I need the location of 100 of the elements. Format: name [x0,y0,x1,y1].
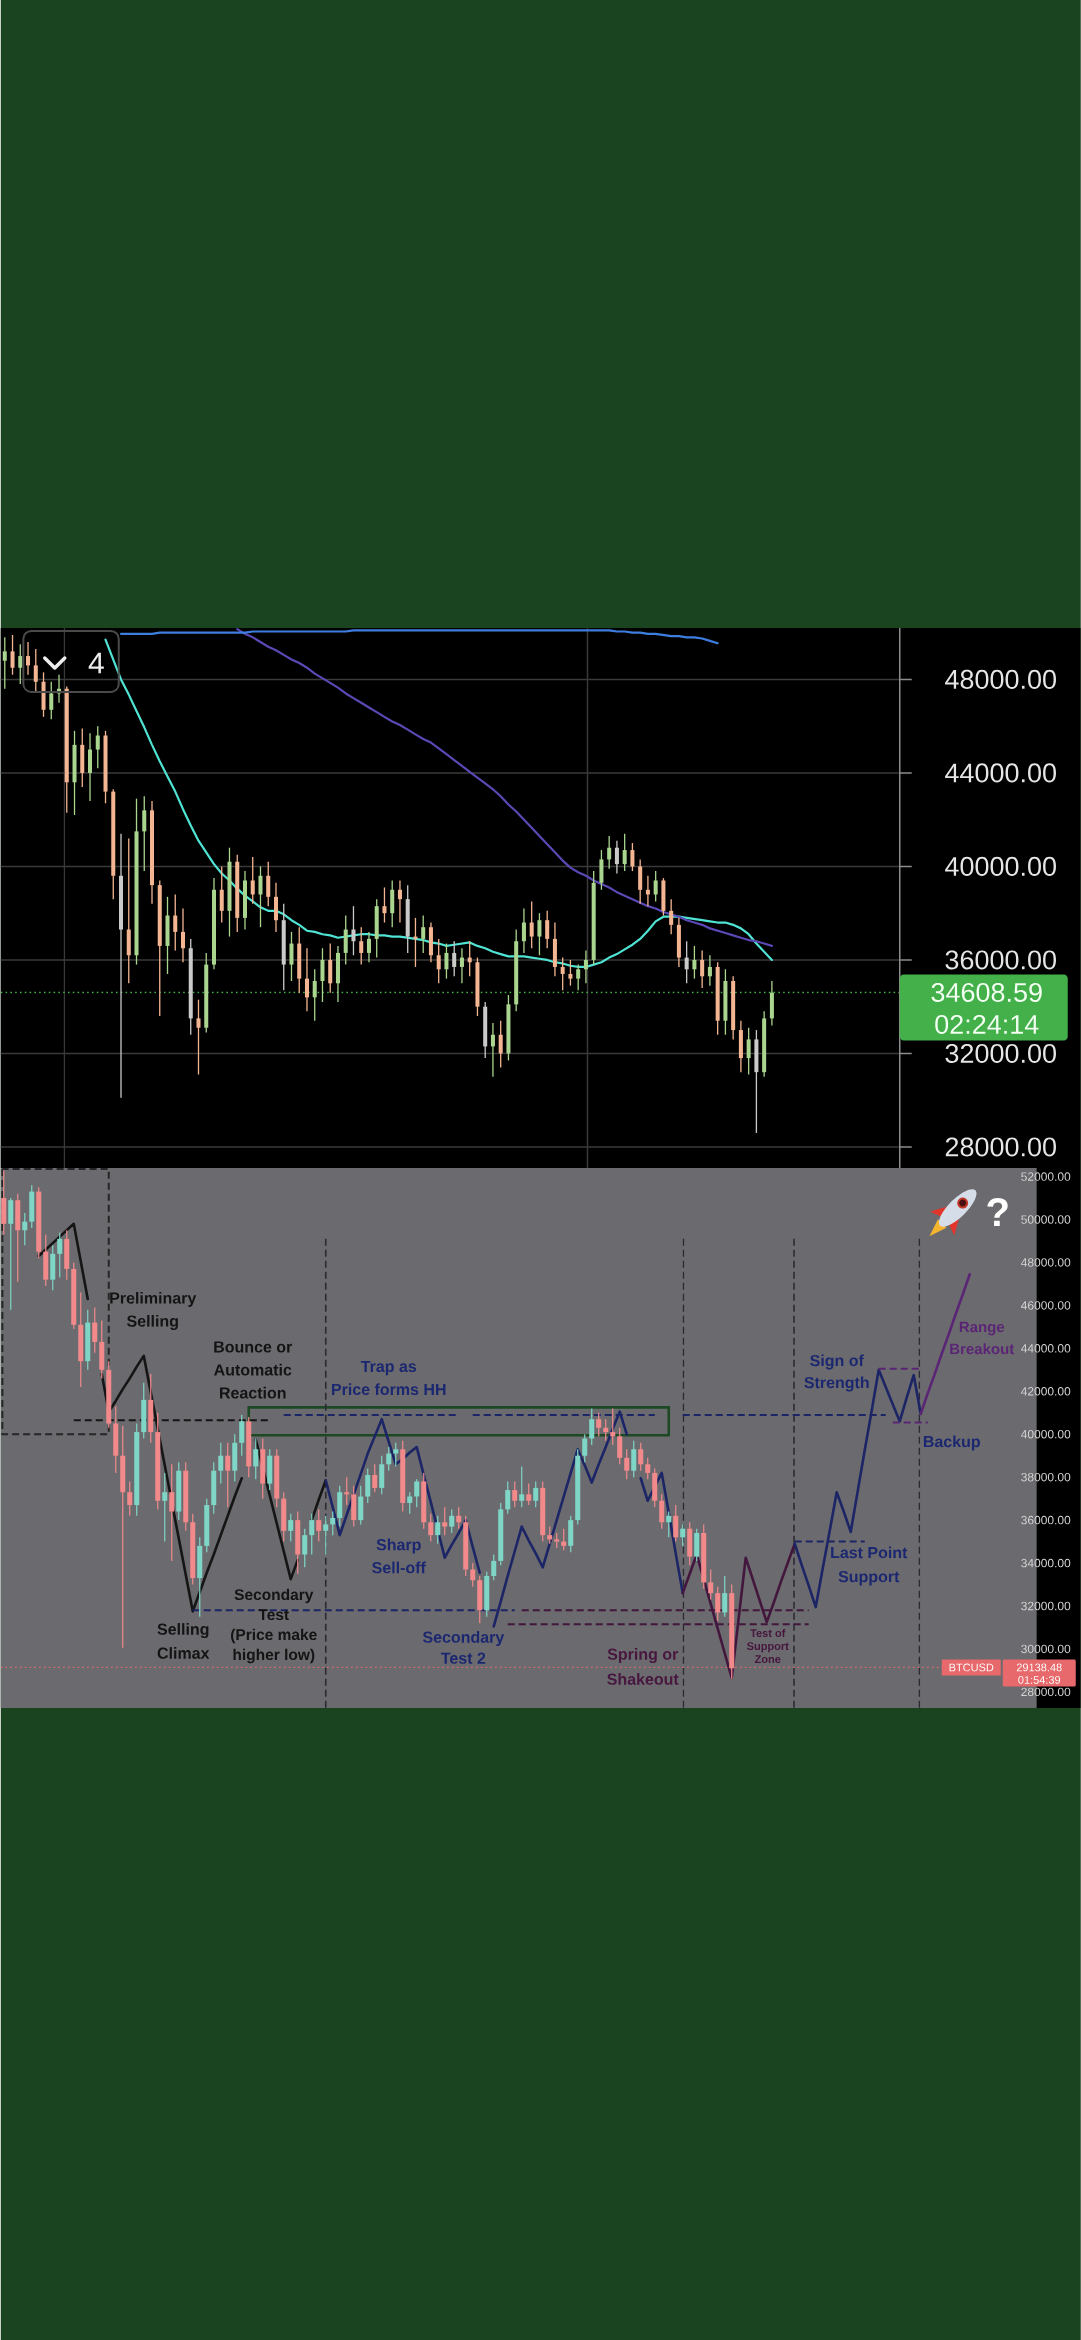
y-tick-label: 32000.00 [1021,1601,1071,1611]
candlestick [367,931,372,963]
candlestick [18,643,23,685]
candlestick [289,931,294,982]
annotation: Sign of Strength [804,1354,869,1392]
candlestick [659,1493,665,1530]
candlestick [638,1442,644,1472]
candlestick [512,1480,518,1508]
y-tick-label: 28000.00 [1021,1687,1071,1697]
candlestick [607,835,612,870]
candlestick [92,1306,98,1354]
candlestick [669,898,674,935]
candlestick [522,907,527,954]
candlestick [436,938,441,984]
candlestick [622,833,627,872]
candlestick [645,1457,651,1480]
candlestick [316,1508,322,1543]
annotation: BTCUSD [949,1663,994,1672]
candlestick [421,914,426,954]
candlestick [26,641,31,676]
candlestick [365,1467,371,1504]
y-tick-label: 48000.00 [1021,1258,1071,1267]
candlestick [519,1465,525,1508]
candlestick [88,732,93,802]
candlestick [173,893,178,952]
candlestick [456,1506,462,1530]
candlestick [435,1515,441,1545]
candlestick [414,1478,420,1508]
candlestick [305,947,310,1013]
candlestick [603,1418,609,1442]
annotation: Trap as Price forms HH [332,1360,446,1396]
candlestick [312,968,317,1022]
candlestick [266,861,271,907]
candlestick [219,865,224,924]
candlestick [449,1508,455,1534]
candlestick [2,636,7,690]
candlestick [225,1442,231,1508]
candlestick [715,1586,721,1622]
candlestick [452,940,457,977]
candlestick [288,1513,294,1543]
candlestick [596,1412,602,1437]
candlestick [444,942,449,980]
candlestick [351,905,356,956]
annotation: Test of Support Zone [747,1628,789,1664]
candlestick [169,1463,175,1562]
ref-line-label: 34608.59 [931,982,1042,1003]
y-tick-label: 38000.00 [1021,1472,1071,1482]
candlestick [343,914,348,966]
candlestick [330,1510,336,1536]
annotation: Spring or Shakeout [607,1648,679,1685]
candlestick [599,849,604,891]
candlestick [529,900,534,949]
annotation: Range Breakout [950,1321,1015,1355]
candlestick [694,1528,700,1562]
candlestick [560,956,565,991]
y-tick-label: 50000.00 [1021,1215,1071,1224]
candlestick [491,1022,496,1078]
y-tick-label: 44000.00 [1021,1344,1071,1353]
candlestick [253,1437,259,1480]
candlestick [615,840,620,875]
candlestick [390,879,395,928]
y-tick-label: 42000.00 [1021,1387,1071,1396]
candlestick [407,1491,413,1515]
y-tick-label: 30000.00 [1021,1644,1071,1654]
annotation: Secondary Test 2 [423,1631,505,1664]
candlestick [537,912,542,956]
candlestick [673,1504,679,1543]
candlestick [398,879,403,924]
text: 01:54:39 [1018,1676,1061,1684]
candlestick [218,1442,224,1485]
candlestick [584,949,589,984]
y-tick-label: 44000.00 [945,763,1057,783]
candlestick [162,1472,168,1543]
candlestick [638,858,643,905]
candlestick [328,942,333,994]
candlestick [470,1562,476,1588]
annotation: Last Point Support [831,1546,908,1586]
candlestick [250,856,255,905]
candlestick [498,1020,503,1069]
y-tick-label: 36000.00 [1021,1515,1071,1525]
candlestick [631,1440,637,1478]
candlestick [653,870,658,903]
candlestick [8,1197,14,1311]
candlestick [309,1513,315,1556]
candlestick [386,1446,392,1472]
annotation: Backup [924,1435,981,1451]
annotation: Secondary Test (Price make higher low) [231,1588,317,1664]
y-tick-label: 46000.00 [1021,1301,1071,1310]
candlestick [533,1480,539,1508]
candlestick [33,648,38,692]
candlestick [576,963,581,991]
candlestick [22,1212,28,1246]
candlestick [617,1427,623,1465]
candlestick [684,940,689,984]
candlestick [666,1510,672,1538]
y-tick-label: 52000.00 [1021,1172,1071,1181]
candlestick [708,954,713,987]
candlestick [561,1528,567,1551]
candlestick [344,1476,350,1506]
candlestick [379,1455,385,1495]
